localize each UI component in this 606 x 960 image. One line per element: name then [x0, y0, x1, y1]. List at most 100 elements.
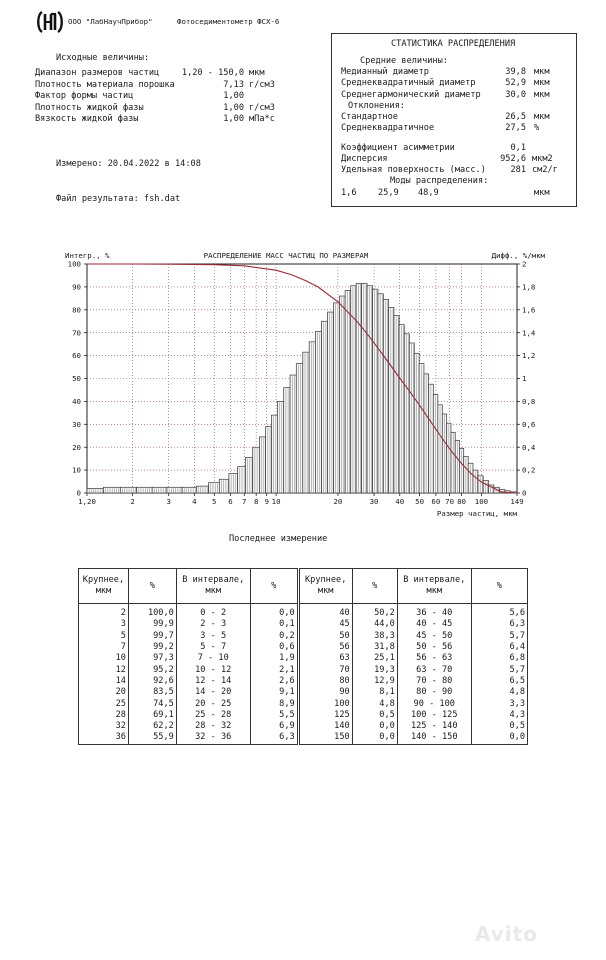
table-cell: 83,5	[127, 687, 177, 699]
stat-unit: мкм	[534, 67, 550, 77]
differential-bar	[333, 302, 340, 494]
right-tick-label: 0	[522, 489, 526, 498]
table-cell: 7	[120, 642, 126, 653]
input-value: 1,00	[223, 102, 244, 113]
table-cell: 8,1	[351, 687, 398, 699]
differential-bar	[327, 311, 334, 494]
input-label: Фактор формы частиц	[35, 91, 134, 101]
table-cell: 92,6	[127, 675, 177, 688]
stat-unit: см2/г	[532, 165, 558, 175]
table-cell: 0,6	[249, 641, 299, 654]
x-tick-label: 60	[431, 497, 440, 506]
input-value: 1,20 - 150,0	[181, 68, 244, 78]
table-cell: 50	[296, 630, 353, 642]
left-tick-label: 70	[72, 328, 81, 337]
table-cell: 5	[120, 630, 126, 641]
mode-value: 1,6	[341, 188, 357, 198]
stat-unit: мкм	[534, 112, 550, 122]
table-cell: 40 - 45	[396, 619, 472, 631]
input-value: 1,00	[223, 91, 244, 101]
x-tick-label: 7	[242, 497, 246, 506]
differential-bar	[119, 486, 137, 494]
input-label: Плотность материала порошка	[35, 79, 175, 90]
distribution-table: Крупнее, мкм% В интервале, мкм% Крупнее, мкм%…	[78, 568, 528, 745]
table-cell: 40	[296, 603, 353, 620]
input-label: Диапазон размеров частиц	[35, 68, 160, 78]
input-label: Вязкость жидкой фазы	[35, 114, 139, 124]
table-cell: 19,3	[351, 664, 398, 676]
stat-unit: мкм	[534, 89, 550, 100]
table-cell: 32	[115, 721, 126, 732]
input-unit: г/см3	[249, 102, 275, 113]
table-cell: 2 - 3	[175, 619, 251, 631]
table-row: 2 100,0 0 - 2 0,0 40 50,2 36 - 40 5,6	[79, 603, 528, 620]
table-header-cell: %	[470, 568, 528, 604]
table-header-cell: %	[249, 568, 299, 604]
table-cell: 70 - 80	[396, 675, 472, 688]
table-cell: 9,1	[249, 687, 299, 699]
stat-label: Удельная поверхность (масс.)	[341, 165, 486, 175]
table-cell: 56 - 63	[396, 653, 472, 665]
x-tick-label: 80	[457, 497, 466, 506]
table-header-cell: %	[127, 568, 177, 604]
stat-label: Медианный диаметр	[341, 67, 429, 77]
table-cell: 25	[115, 698, 126, 709]
table-cell: 80 - 90	[396, 687, 472, 699]
left-tick-label: 50	[72, 374, 81, 383]
table-cell: 0,1	[249, 619, 299, 631]
modes-title: Моды распределения:	[390, 176, 489, 186]
table-header-text: мкм	[317, 586, 334, 596]
table-cell: 12,9	[351, 675, 398, 688]
table-cell: 63 - 70	[396, 664, 472, 676]
differential-bar	[265, 426, 272, 494]
x-tick-label: 149	[510, 497, 523, 506]
table-header-text: Крупнее,	[304, 575, 347, 585]
table-cell: 1,9	[249, 653, 299, 665]
table-cell: 2	[120, 608, 126, 619]
table-cell: 20	[115, 687, 126, 698]
table-row: 28 69,1 25 - 28 5,5 125 0,5 100 - 125 4,3	[79, 709, 528, 721]
differential-bar	[308, 341, 316, 494]
table-cell: 36	[115, 732, 126, 743]
differential-bar	[195, 485, 209, 494]
table-row: 32 62,2 28 - 32 6,9 140 0,0 125 - 140 0,5	[79, 720, 528, 733]
table-cell: 36 - 40	[396, 603, 472, 620]
table-cell: 14 - 20	[175, 687, 251, 699]
differential-bar	[321, 320, 328, 494]
table-cell: 5,7	[470, 664, 528, 676]
table-cell: 2,6	[249, 675, 299, 688]
right-tick-label: 0,4	[522, 443, 536, 452]
x-tick-label: 70	[445, 497, 454, 506]
right-tick-label: 0,6	[522, 420, 535, 429]
chart-title: РАСПРЕДЕЛЕНИЕ МАСС ЧАСТИЦ ПО РАЗМЕРАМ	[204, 251, 369, 260]
table-cell: 63	[296, 653, 353, 665]
table-cell: 3,3	[470, 698, 528, 710]
table-cell: 0,5	[470, 720, 528, 733]
table-header-text: %	[372, 580, 378, 591]
table-header-text: мкм	[205, 586, 221, 596]
stat-value: 26,5	[505, 112, 526, 122]
x-tick-label: 40	[395, 497, 404, 506]
differential-bar	[344, 289, 352, 494]
table-cell: 4,8	[470, 687, 528, 699]
table-cell: 100	[296, 698, 353, 710]
table-cell: 0,5	[351, 709, 398, 721]
mode-value: 25,9	[378, 188, 399, 198]
right-tick-label: 1,2	[522, 351, 535, 360]
differential-bar	[302, 351, 310, 494]
table-cell: 0,0	[351, 720, 398, 733]
table-header-row: Крупнее, мкм% В интервале, мкм% Крупнее, мкм%…	[78, 568, 528, 604]
table-cell: 5,6	[470, 603, 528, 620]
stat-value: 952,6	[500, 154, 526, 164]
input-unit: мПа*с	[249, 114, 275, 124]
left-tick-label: 10	[72, 466, 81, 475]
differential-bar	[86, 488, 104, 494]
stat-label: Среднеквадратичное	[341, 123, 435, 134]
table-cell: 31,8	[351, 641, 398, 654]
table-cell: 80	[296, 675, 353, 688]
table-header-text: Крупнее,	[82, 575, 125, 585]
logo-mark	[37, 10, 63, 34]
input-unit: г/см3	[249, 79, 275, 90]
table-cell: 6,5	[470, 675, 528, 688]
left-tick-label: 80	[72, 305, 81, 314]
